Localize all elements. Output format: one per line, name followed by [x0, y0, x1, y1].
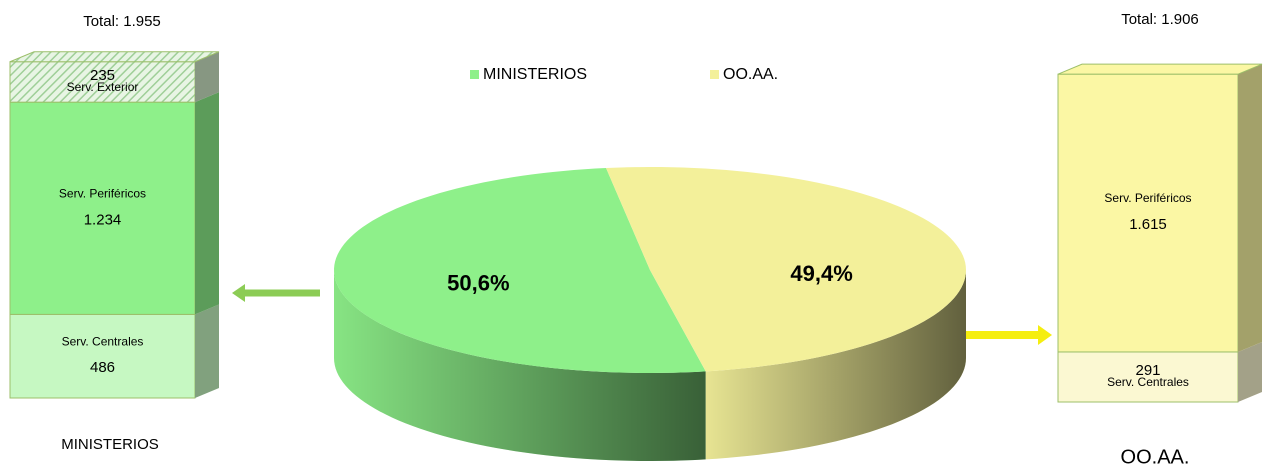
segment-name: Serv. Centrales — [1107, 375, 1189, 389]
bar-side — [195, 51, 219, 103]
bar-side — [195, 304, 219, 398]
pie-label: 49,4% — [790, 261, 852, 286]
bar-total: Total: 1.906 — [1121, 11, 1199, 28]
segment-name: Serv. Periféricos — [59, 186, 146, 200]
segment-value: 486 — [90, 359, 115, 376]
bar-segment — [1057, 351, 1239, 403]
legend-label: OO.AA. — [723, 66, 778, 83]
segment-name: Serv. Periféricos — [1104, 191, 1191, 205]
pie-side-shade — [705, 270, 966, 460]
pie-label: 50,6% — [447, 271, 509, 296]
bar-top — [9, 51, 220, 63]
segment-value: 1.234 — [84, 211, 122, 228]
bar-side-shade — [1238, 341, 1262, 402]
category-label: OO.AA. — [1121, 446, 1190, 468]
bar-side-shade — [195, 51, 219, 103]
bar-side — [195, 92, 219, 315]
bar-segment — [1057, 73, 1239, 353]
bar-top — [1057, 63, 1263, 75]
arrow-head — [232, 284, 245, 302]
segment-name: Serv. Centrales — [62, 334, 144, 348]
pie-slice — [334, 168, 706, 373]
bar-side — [1238, 341, 1262, 402]
category-label: MINISTERIOS — [61, 436, 159, 453]
pie-slice — [606, 167, 966, 372]
bar-side — [1238, 64, 1262, 352]
legend-swatch — [710, 70, 719, 79]
bar-segment — [9, 101, 196, 315]
bar-side-shade — [1238, 64, 1262, 352]
pie-side-shade — [334, 270, 706, 461]
legend-label: MINISTERIOS — [483, 66, 587, 83]
segment-value: 291 — [1135, 362, 1160, 379]
arrow-head — [1038, 325, 1052, 345]
segment-name: Serv. Exterior — [67, 80, 139, 94]
bar-side-shade — [195, 304, 219, 398]
bar-total: Total: 1.955 — [83, 13, 161, 30]
bar-side-shade — [195, 92, 219, 315]
segment-value: 235 — [90, 67, 115, 84]
legend-swatch — [470, 70, 479, 79]
bar-segment — [9, 313, 196, 399]
segment-value: 1.615 — [1129, 216, 1167, 233]
bar-segment — [9, 61, 196, 103]
